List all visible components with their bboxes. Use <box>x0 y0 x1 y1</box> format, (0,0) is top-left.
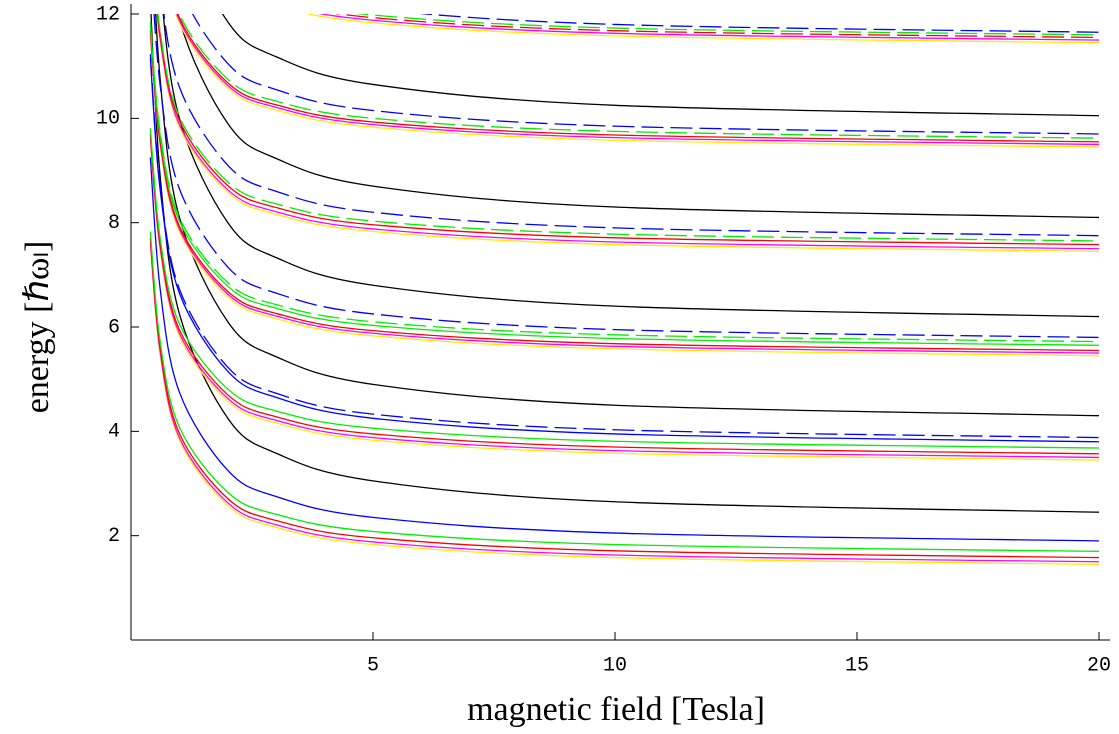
y-tick-label: 12 <box>96 3 120 26</box>
curve <box>418 14 1100 33</box>
x-tick-label: 15 <box>845 654 869 677</box>
curve <box>149 237 1100 559</box>
x-tick-label: 5 <box>367 654 379 677</box>
x-tick-label: 10 <box>603 654 627 677</box>
curve <box>355 14 1100 36</box>
curve <box>221 14 1100 117</box>
plot-area <box>149 14 1100 566</box>
curve <box>156 14 1100 253</box>
curve <box>149 128 1100 449</box>
curve <box>154 14 1100 417</box>
curve <box>162 14 1100 318</box>
curve <box>177 14 1100 143</box>
curve <box>149 54 1100 439</box>
curve <box>149 33 1100 354</box>
y-tick-label: 10 <box>96 108 120 131</box>
curve <box>334 14 1100 39</box>
curve <box>149 140 1100 461</box>
y-axis-title: energy [ℏωₗ] <box>19 241 56 414</box>
curve <box>153 14 1100 339</box>
curve <box>157 14 1100 242</box>
curve <box>149 30 1100 352</box>
curve <box>150 14 1100 513</box>
curve <box>149 241 1100 563</box>
curve <box>149 133 1100 455</box>
curve <box>156 14 1100 246</box>
curve <box>176 14 1100 146</box>
curve <box>318 14 1100 41</box>
curve <box>149 21 1100 343</box>
curve <box>305 14 1100 44</box>
curve <box>178 14 1100 139</box>
curve <box>175 14 1100 148</box>
y-tick-label: 2 <box>108 525 120 548</box>
curve <box>177 14 1100 219</box>
y-tick-label: 4 <box>108 421 120 444</box>
curve <box>149 157 1100 542</box>
x-axis-title: magnetic field [Tesla] <box>467 691 765 728</box>
curve <box>149 25 1100 346</box>
x-tick-label: 20 <box>1087 654 1111 677</box>
y-tick-label: 6 <box>108 316 120 339</box>
curve <box>149 137 1100 459</box>
curve <box>156 14 1100 250</box>
curve <box>149 244 1100 566</box>
curve <box>149 231 1100 552</box>
y-tick-label: 8 <box>108 212 120 235</box>
curve <box>149 35 1100 357</box>
